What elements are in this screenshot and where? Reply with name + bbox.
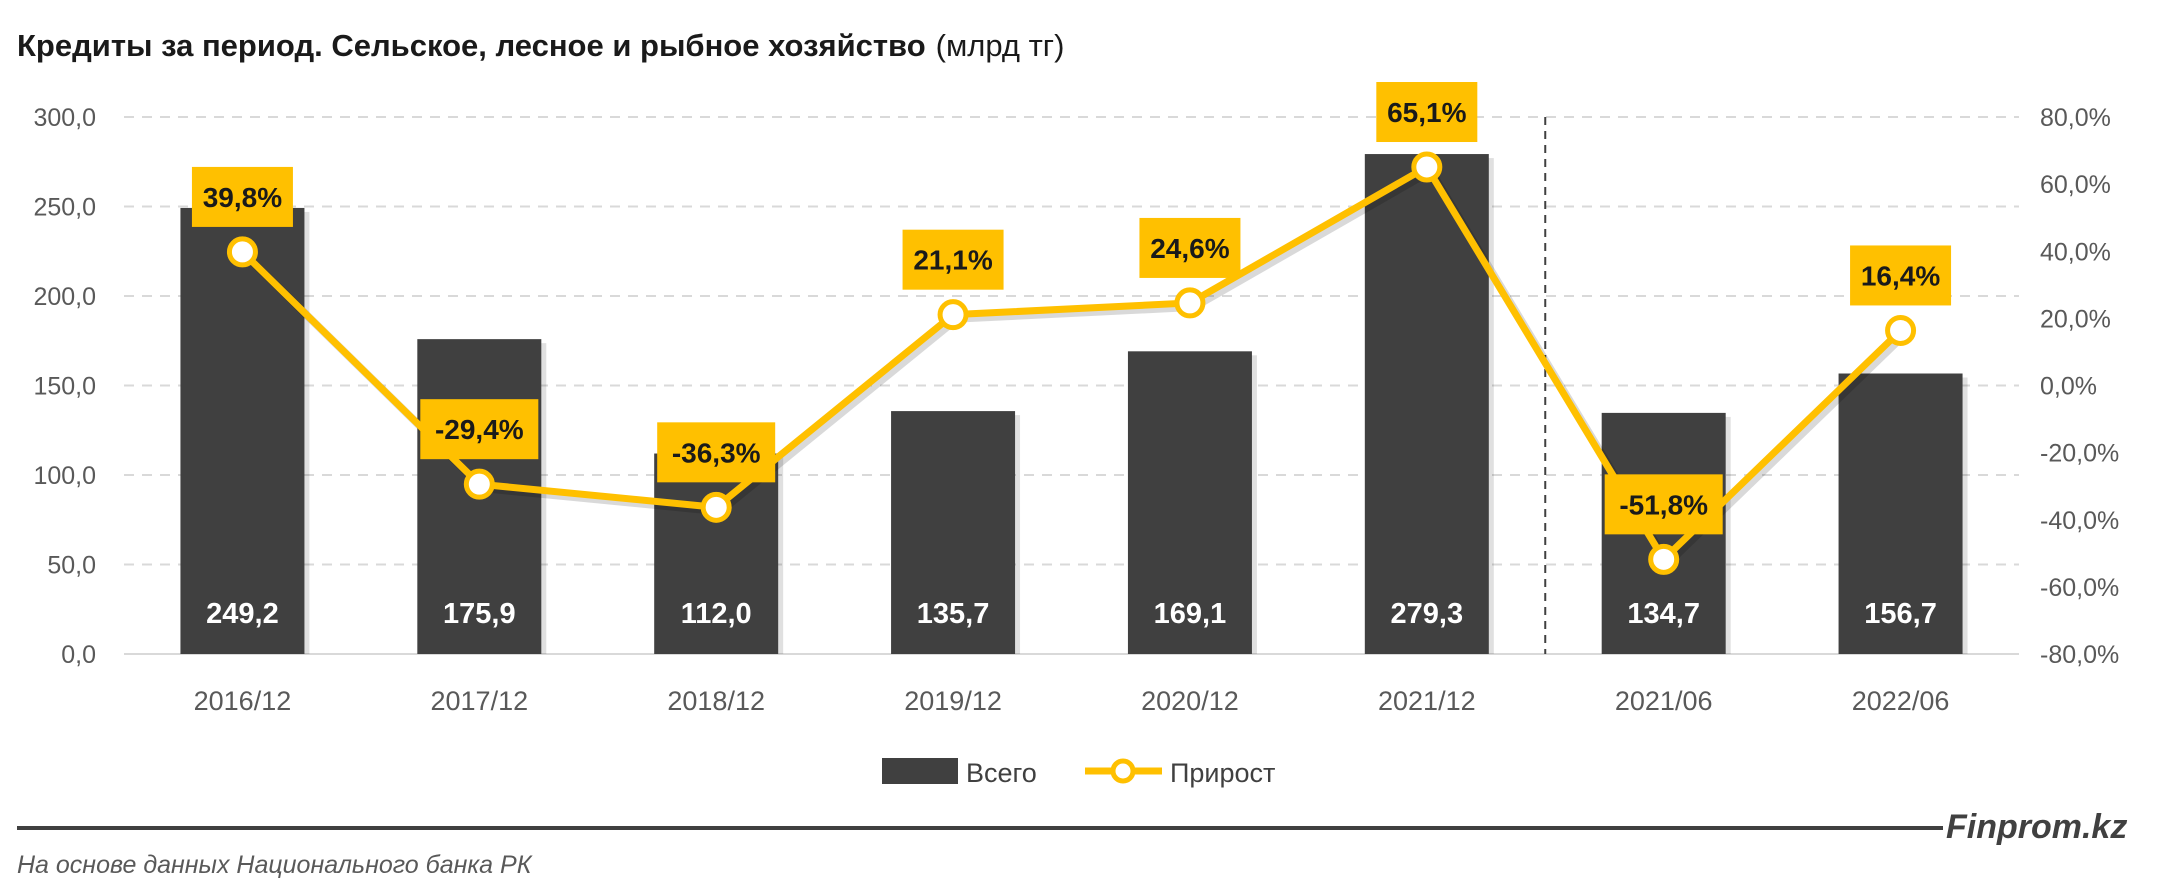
chart-title-unit: (млрд тг)	[936, 28, 1065, 63]
growth-marker	[700, 491, 732, 523]
bar-value-label: 112,0	[681, 598, 752, 630]
growth-marker	[1885, 314, 1917, 346]
legend-swatch-total	[882, 758, 958, 784]
left-axis: 0,0 50,0 100,0 150,0 200,0 250,0 300,0	[33, 104, 96, 669]
bars: 249,2 175,9 112,0 135,7 169,1 279,3 134,7 156,7	[180, 154, 1968, 655]
growth-line: 39,8% -29,4% -36,3% 21,1% 24,6% 65,1% -51,8% 16…	[191, 82, 1952, 575]
x-axis-label: 2022/06	[1852, 686, 1950, 716]
growth-label-box	[191, 166, 293, 227]
bar	[180, 207, 305, 654]
bar-value-label: 279,3	[1391, 598, 1464, 630]
legend-label-total: Всего	[966, 758, 1037, 788]
right-axis: -80,0% -60,0% -40,0% -20,0% 0,0% 20,0% 40,0% 60…	[2040, 104, 2119, 669]
chart-title: Кредиты за период. Сельское, лесное и ры…	[17, 28, 1064, 63]
growth-label-box	[1850, 245, 1952, 306]
x-axis-label: 2021/06	[1615, 686, 1713, 716]
x-axis-label: 2021/12	[1378, 686, 1476, 716]
x-axis-label: 2018/12	[667, 686, 765, 716]
growth-label-box	[420, 399, 539, 460]
right-axis-tick: 80,0%	[2040, 104, 2111, 132]
growth-label-box	[657, 422, 776, 483]
right-axis-tick: 40,0%	[2040, 238, 2111, 266]
left-axis-tick: 100,0	[33, 462, 96, 490]
x-axis-label: 2020/12	[1141, 686, 1239, 716]
right-axis-tick: -60,0%	[2040, 574, 2119, 602]
growth-marker	[226, 236, 258, 268]
legend-label-growth: Прирост	[1170, 758, 1275, 788]
bar-value-label: 169,1	[1154, 598, 1227, 630]
growth-label-box	[1376, 82, 1478, 143]
bar-value-label: 249,2	[206, 598, 279, 630]
growth-marker	[1411, 151, 1443, 183]
x-axis-label: 2016/12	[194, 686, 292, 716]
left-axis-tick: 250,0	[33, 194, 96, 222]
bar	[891, 411, 1016, 654]
bar-value-label: 175,9	[443, 598, 516, 630]
right-axis-tick: -20,0%	[2040, 440, 2119, 468]
growth-data-label: -36,3%	[672, 437, 761, 468]
growth-data-label: 21,1%	[913, 245, 992, 276]
left-axis-tick: 200,0	[33, 283, 96, 311]
left-axis-tick: 0,0	[61, 641, 96, 669]
x-axis-labels: 2016/12 2017/12 2018/12 2019/12 2020/12 2021/…	[194, 686, 1950, 716]
growth-data-label: -51,8%	[1619, 489, 1708, 520]
source-footnote: На основе данных Национального банка РК	[17, 851, 533, 879]
right-axis-tick: -80,0%	[2040, 641, 2119, 669]
growth-data-label: -29,4%	[435, 414, 524, 445]
growth-label-box	[902, 229, 1004, 290]
chart-title-text: Кредиты за период. Сельское, лесное и ры…	[17, 28, 926, 63]
right-axis-tick: 20,0%	[2040, 305, 2111, 333]
right-axis-tick: 0,0%	[2040, 373, 2097, 401]
bar-value-label: 135,7	[917, 598, 990, 630]
growth-label-box	[1604, 474, 1723, 535]
growth-label-box	[1139, 217, 1241, 278]
bar	[654, 453, 779, 654]
bar	[1838, 373, 1963, 654]
gridlines	[124, 116, 2019, 655]
bar	[1127, 351, 1252, 654]
bar-value-label: 156,7	[1864, 598, 1937, 630]
bar-value-label: 134,7	[1627, 598, 1700, 630]
left-axis-tick: 150,0	[33, 373, 96, 401]
growth-data-label: 39,8%	[203, 182, 282, 213]
x-axis-label: 2017/12	[431, 686, 529, 716]
growth-data-label: 24,6%	[1150, 233, 1229, 264]
growth-data-label: 65,1%	[1387, 97, 1466, 128]
left-axis-tick: 300,0	[33, 104, 96, 132]
right-axis-tick: -40,0%	[2040, 507, 2119, 535]
growth-marker	[1648, 543, 1680, 575]
growth-marker	[937, 299, 969, 331]
brand-logo: Finprom.kz	[1946, 808, 2127, 846]
legend: Всего Прирост	[882, 758, 1275, 788]
legend-swatch-growth-marker	[1110, 758, 1136, 784]
growth-marker	[1174, 287, 1206, 319]
x-axis-label: 2019/12	[904, 686, 1002, 716]
left-axis-tick: 50,0	[47, 552, 96, 580]
growth-data-label: 16,4%	[1861, 260, 1940, 291]
right-axis-tick: 60,0%	[2040, 171, 2111, 199]
growth-marker	[463, 468, 495, 500]
